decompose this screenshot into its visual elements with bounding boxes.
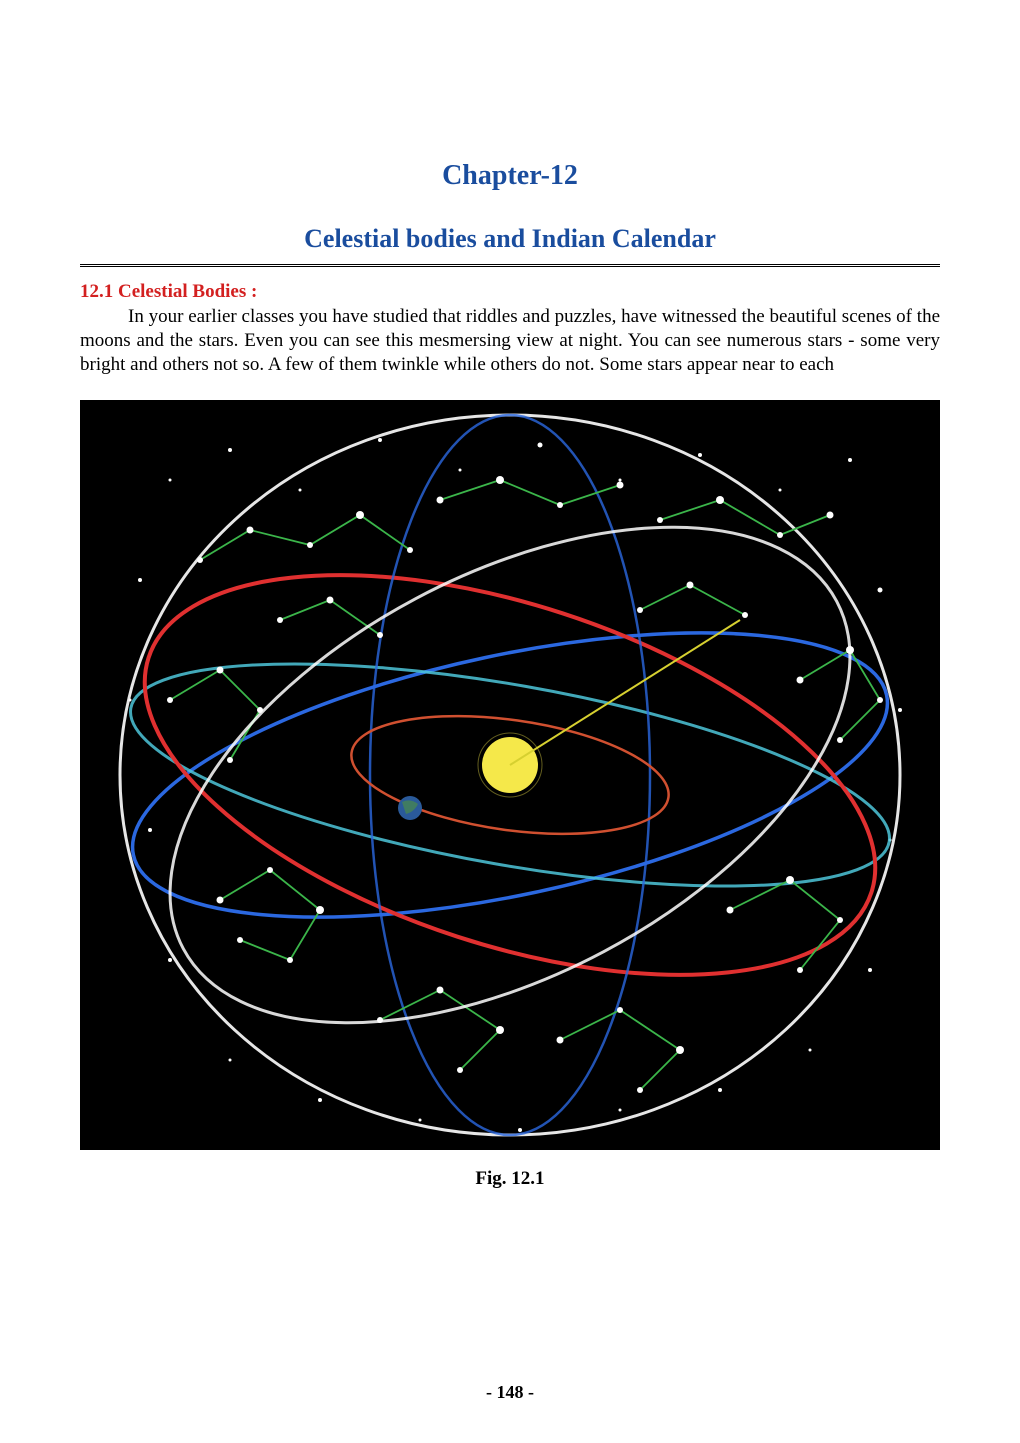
section-heading: 12.1 Celestial Bodies : — [80, 281, 940, 303]
chapter-subtitle: Celestial bodies and Indian Calendar — [80, 224, 940, 254]
figure-container: Fig. 12.1 — [80, 400, 940, 1190]
chapter-title: Chapter-12 — [80, 160, 940, 192]
divider-line — [80, 264, 940, 267]
figure-caption: Fig. 12.1 — [475, 1168, 544, 1190]
page-number: - 148 - — [0, 1382, 1020, 1403]
body-paragraph: In your earlier classes you have studied… — [80, 305, 940, 376]
celestial-sphere-figure — [80, 400, 940, 1150]
